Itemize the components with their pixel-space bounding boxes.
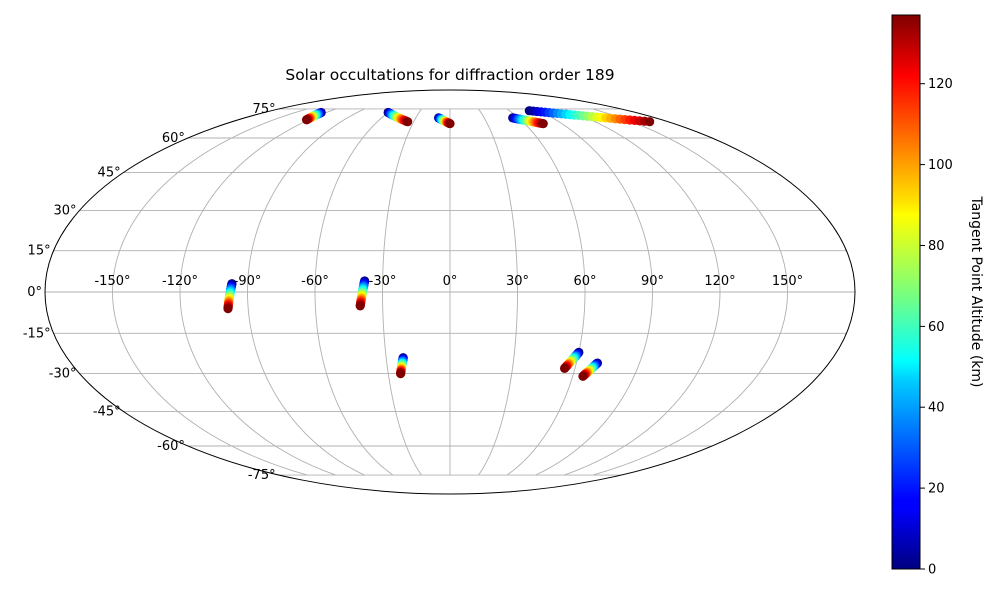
occultation-track bbox=[396, 353, 408, 379]
longitude-tick-labels: -150° -120° -90° -60° -30° 0° 30° 60° 90° 120° 150… bbox=[94, 274, 803, 289]
longitude-tick-label: 90° bbox=[641, 274, 664, 289]
longitude-gridline bbox=[112, 108, 308, 476]
longitude-gridline bbox=[535, 108, 653, 476]
longitude-gridline bbox=[247, 108, 365, 476]
longitude-gridline bbox=[478, 108, 518, 476]
occultation-track bbox=[578, 358, 603, 381]
occultation-track bbox=[524, 106, 655, 127]
colorbar bbox=[891, 14, 921, 570]
latitude-tick-label: -60° bbox=[157, 439, 185, 454]
latitude-tick-labels: -75° -60° -45° -30° -15° 0° 15° 30° 45° 60° 75° bbox=[23, 102, 276, 483]
occultation-track bbox=[383, 107, 413, 127]
latitude-tick-label: -75° bbox=[248, 468, 276, 483]
longitude-gridline bbox=[506, 108, 586, 476]
occultation-track bbox=[433, 113, 455, 129]
occultation-track bbox=[508, 113, 548, 129]
colorbar-label: Tangent Point Altitude (km) bbox=[968, 195, 984, 387]
occultation-points bbox=[223, 106, 655, 381]
longitude-gridline bbox=[592, 108, 788, 476]
colorbar-tick-label: 60 bbox=[928, 320, 945, 335]
longitude-tick-label: -60° bbox=[301, 274, 329, 289]
colorbar-tick-label: 120 bbox=[928, 77, 953, 92]
latitude-tick-label: -30° bbox=[49, 367, 77, 382]
data-point bbox=[538, 119, 548, 129]
latitude-tick-label: 75° bbox=[253, 102, 276, 117]
latitude-tick-label: 0° bbox=[27, 285, 42, 300]
longitude-tick-label: 60° bbox=[573, 274, 596, 289]
latitude-tick-label: 30° bbox=[53, 203, 76, 218]
occultation-track bbox=[355, 276, 370, 311]
data-point bbox=[403, 117, 413, 127]
occultation-track bbox=[301, 107, 326, 125]
latitude-tick-label: 60° bbox=[162, 131, 185, 146]
occultation-track bbox=[559, 347, 584, 373]
data-point bbox=[559, 363, 570, 373]
data-point bbox=[355, 301, 365, 311]
longitude-gridline bbox=[382, 108, 422, 476]
data-point bbox=[445, 119, 455, 129]
data-point bbox=[396, 369, 406, 379]
longitude-tick-label: -120° bbox=[162, 274, 198, 289]
chart-title: Solar occultations for diffraction order… bbox=[285, 66, 614, 84]
colorbar-tick-label: 80 bbox=[928, 239, 945, 254]
colorbar-tick-label: 20 bbox=[928, 482, 945, 497]
latitude-tick-label: 45° bbox=[98, 165, 121, 180]
colorbar-tick-label: 40 bbox=[928, 401, 945, 416]
map-boundary bbox=[44, 89, 856, 495]
latitude-tick-label: -45° bbox=[93, 405, 121, 420]
graticule bbox=[45, 108, 855, 476]
data-point bbox=[301, 115, 312, 125]
latitude-tick-label: -15° bbox=[23, 326, 51, 341]
longitude-tick-label: -90° bbox=[234, 274, 262, 289]
longitude-tick-label: 0° bbox=[443, 274, 458, 289]
occultation-track bbox=[223, 279, 237, 314]
latitude-tick-label: 15° bbox=[28, 244, 51, 259]
data-point bbox=[223, 304, 233, 314]
data-point bbox=[645, 117, 655, 127]
longitude-gridline bbox=[314, 108, 394, 476]
longitude-gridline bbox=[179, 108, 336, 476]
colorbar-tick-label: 100 bbox=[928, 158, 953, 173]
longitude-tick-label: -30° bbox=[369, 274, 397, 289]
longitude-tick-label: 30° bbox=[506, 274, 529, 289]
longitude-tick-label: -150° bbox=[94, 274, 130, 289]
longitude-tick-label: 150° bbox=[772, 274, 803, 289]
colorbar-ticks: 0 20 40 60 80 100 120 bbox=[920, 77, 953, 578]
longitude-gridline bbox=[564, 108, 721, 476]
colorbar-tick-label: 0 bbox=[928, 563, 936, 578]
longitude-tick-label: 120° bbox=[704, 274, 735, 289]
data-point bbox=[578, 371, 588, 381]
